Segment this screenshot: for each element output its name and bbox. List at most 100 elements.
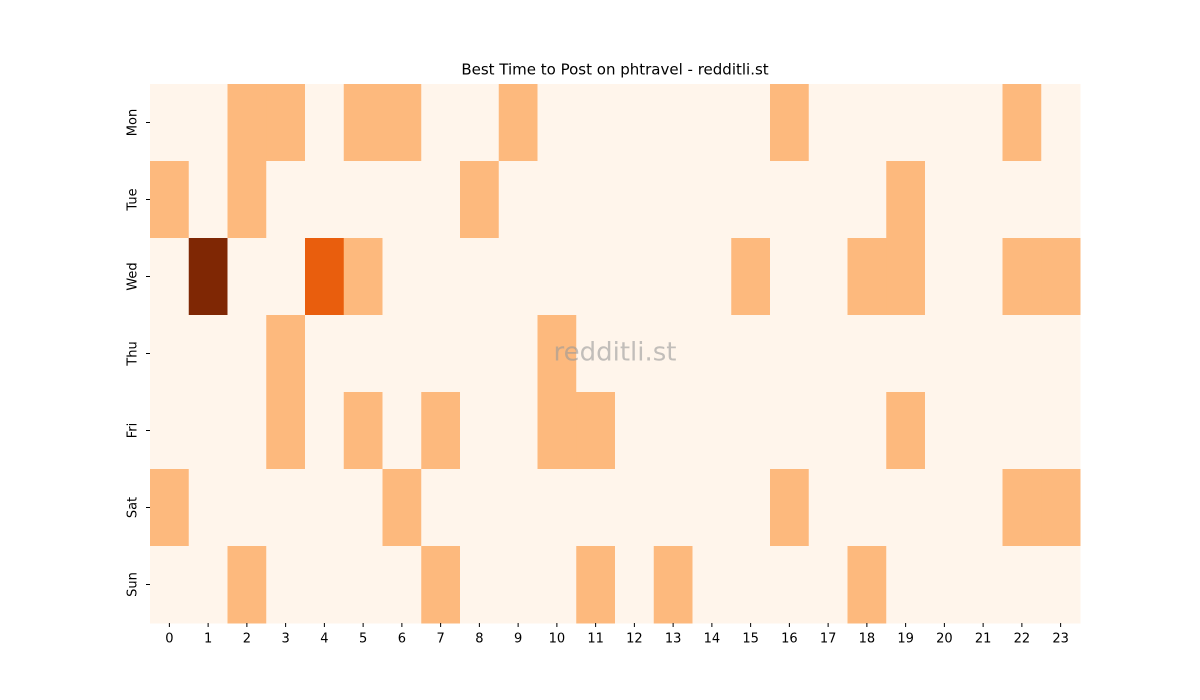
heatmap-cell bbox=[963, 315, 1003, 393]
heatmap-cell bbox=[343, 315, 383, 393]
heatmap-cell bbox=[847, 238, 887, 316]
heatmap-cell bbox=[770, 392, 810, 470]
heatmap-cell bbox=[266, 84, 306, 162]
heatmap-cell bbox=[925, 546, 965, 624]
heatmap-cell bbox=[343, 546, 383, 624]
heatmap-cell bbox=[305, 238, 345, 316]
heatmap-cell bbox=[460, 469, 500, 547]
heatmap-cell bbox=[576, 546, 616, 624]
heatmap-cell bbox=[653, 469, 693, 547]
x-tick-label: 20 bbox=[936, 632, 953, 647]
heatmap-cell bbox=[421, 84, 461, 162]
heatmap-cell bbox=[770, 546, 810, 624]
x-tick-label: 17 bbox=[820, 632, 837, 647]
heatmap-cell bbox=[576, 84, 616, 162]
x-tick-label: 11 bbox=[587, 632, 604, 647]
heatmap-cell bbox=[847, 84, 887, 162]
heatmap-cell bbox=[460, 315, 500, 393]
heatmap-cell bbox=[343, 238, 383, 316]
heatmap-cell bbox=[227, 469, 267, 547]
x-tick-label: 16 bbox=[781, 632, 798, 647]
heatmap-cell bbox=[382, 161, 422, 239]
heatmap-cell bbox=[343, 469, 383, 547]
x-tick-label: 4 bbox=[320, 632, 328, 647]
heatmap-cell bbox=[731, 84, 771, 162]
x-tick-label: 7 bbox=[436, 632, 444, 647]
heatmap-cell bbox=[537, 469, 577, 547]
heatmap-cell bbox=[925, 392, 965, 470]
y-tick-label: Fri bbox=[126, 423, 141, 439]
heatmap-cell bbox=[1041, 84, 1081, 162]
heatmap-cell bbox=[1002, 238, 1042, 316]
heatmap-cell bbox=[653, 161, 693, 239]
heatmap-cell bbox=[382, 315, 422, 393]
heatmap-cell bbox=[498, 546, 538, 624]
y-tick-label: Tue bbox=[126, 188, 141, 211]
heatmap-cell bbox=[343, 84, 383, 162]
heatmap-cell bbox=[460, 84, 500, 162]
x-tick-label: 18 bbox=[859, 632, 876, 647]
heatmap-cell bbox=[421, 238, 461, 316]
heatmap-cell bbox=[305, 161, 345, 239]
heatmap-cell bbox=[963, 392, 1003, 470]
heatmap-cell bbox=[188, 392, 228, 470]
heatmap-cell bbox=[925, 315, 965, 393]
x-tick-label: 2 bbox=[243, 632, 251, 647]
heatmap-cell bbox=[188, 238, 228, 316]
heatmap-cell bbox=[382, 469, 422, 547]
heatmap-cell bbox=[460, 546, 500, 624]
heatmap-cell bbox=[1002, 161, 1042, 239]
heatmap-cell bbox=[808, 546, 848, 624]
heatmap-cell bbox=[382, 238, 422, 316]
heatmap-cell bbox=[305, 469, 345, 547]
heatmap-cell bbox=[847, 469, 887, 547]
heatmap-cell bbox=[266, 315, 306, 393]
heatmap-cell bbox=[382, 392, 422, 470]
heatmap-cell bbox=[460, 161, 500, 239]
heatmap-cell bbox=[731, 315, 771, 393]
chart-title: Best Time to Post on phtravel - redditli… bbox=[461, 61, 768, 79]
heatmap-cell bbox=[847, 546, 887, 624]
heatmap-cell bbox=[692, 469, 732, 547]
heatmap-cell bbox=[808, 392, 848, 470]
x-tick-label: 0 bbox=[165, 632, 173, 647]
heatmap-cell bbox=[188, 546, 228, 624]
heatmap-cell bbox=[847, 392, 887, 470]
heatmap-cell bbox=[886, 315, 926, 393]
heatmap-cell bbox=[188, 84, 228, 162]
heatmap-cell bbox=[150, 238, 190, 316]
x-tick-label: 19 bbox=[897, 632, 914, 647]
heatmap-cell bbox=[266, 392, 306, 470]
heatmap-cell bbox=[188, 161, 228, 239]
y-tick-label: Thu bbox=[126, 341, 141, 366]
heatmap-cell bbox=[1002, 392, 1042, 470]
heatmap-cell bbox=[150, 161, 190, 239]
heatmap-cell bbox=[498, 238, 538, 316]
heatmap-cell bbox=[1002, 546, 1042, 624]
heatmap-cell bbox=[150, 392, 190, 470]
heatmap-cell bbox=[421, 161, 461, 239]
heatmap-cell bbox=[1041, 161, 1081, 239]
heatmap-cell bbox=[227, 315, 267, 393]
heatmap-cell bbox=[1041, 238, 1081, 316]
heatmap-cell bbox=[925, 84, 965, 162]
heatmap-cell bbox=[770, 469, 810, 547]
heatmap-cell bbox=[498, 84, 538, 162]
heatmap-cell bbox=[343, 161, 383, 239]
heatmap-cell bbox=[963, 238, 1003, 316]
heatmap-cell bbox=[731, 238, 771, 316]
heatmap-cell bbox=[382, 84, 422, 162]
x-tick-label: 1 bbox=[204, 632, 212, 647]
heatmap-cell bbox=[266, 469, 306, 547]
heatmap-cell bbox=[421, 546, 461, 624]
heatmap-cell bbox=[615, 315, 655, 393]
heatmap-cell bbox=[1041, 546, 1081, 624]
heatmap-cell bbox=[1041, 469, 1081, 547]
heatmap-cell bbox=[731, 469, 771, 547]
heatmap-cell bbox=[576, 315, 616, 393]
heatmap-cell bbox=[1041, 315, 1081, 393]
heatmap-cell bbox=[653, 392, 693, 470]
heatmap-cell bbox=[266, 161, 306, 239]
heatmap-cell bbox=[537, 315, 577, 393]
